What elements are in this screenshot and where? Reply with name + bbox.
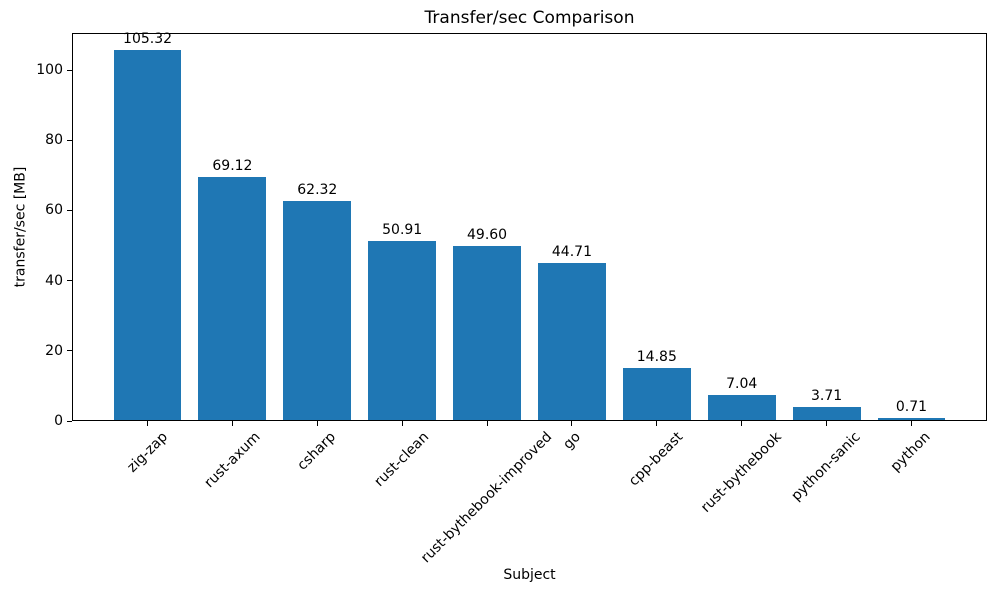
x-tick-label: rust-clean — [371, 429, 433, 490]
y-tick-label: 60 — [45, 202, 63, 219]
bar-value-label: 14.85 — [636, 348, 677, 365]
bar-python-sanic — [792, 406, 861, 420]
x-tick-mark — [741, 421, 743, 426]
x-tick-mark — [571, 421, 573, 426]
y-tick-label: 0 — [54, 413, 63, 429]
y-tick-label: 40 — [45, 272, 63, 289]
bar-value-label: 50.91 — [382, 222, 423, 239]
bar-value-label: 0.71 — [895, 398, 928, 415]
x-tick-label: rust-bythebook-improved — [418, 429, 556, 567]
y-tick-mark — [67, 69, 72, 71]
x-tick-mark — [316, 421, 318, 426]
x-tick-label: csharp — [294, 429, 340, 474]
x-tick-label: go — [559, 429, 584, 453]
bar-value-label: 105.32 — [123, 31, 173, 48]
x-tick-mark — [910, 421, 912, 426]
chart-title: Transfer/sec Comparison — [424, 8, 635, 28]
x-tick-label: zig-zap — [123, 429, 171, 476]
y-axis-label: transfer/sec [MB] — [12, 166, 29, 288]
bar-rust-bythebook-improved — [453, 245, 521, 420]
bar-rust-clean — [368, 241, 437, 420]
x-tick-mark — [147, 421, 149, 426]
x-tick-label: rust-axum — [201, 429, 264, 492]
y-tick-mark — [67, 350, 72, 352]
x-tick-mark — [401, 421, 403, 426]
x-tick-label: python-sanic — [788, 429, 864, 505]
y-tick-label: 100 — [36, 62, 63, 79]
bar-go — [537, 263, 606, 420]
bar-value-label: 44.71 — [551, 244, 592, 261]
x-tick-label: rust-bythebook — [697, 429, 785, 516]
bar-python — [877, 417, 946, 420]
x-tick-label: cpp-beast — [626, 429, 687, 490]
bar-rust-axum — [198, 177, 267, 420]
x-axis-label: Subject — [503, 567, 556, 583]
y-tick-label: 20 — [45, 342, 63, 359]
x-tick-mark — [656, 421, 658, 426]
x-tick-label: python — [888, 429, 935, 475]
y-tick-mark — [67, 209, 72, 211]
bar-csharp — [283, 201, 352, 420]
bar-zig-zap — [113, 50, 182, 420]
bar-cpp-beast — [622, 367, 691, 420]
x-tick-mark — [486, 421, 488, 426]
y-tick-mark — [67, 280, 72, 282]
bar-rust-bythebook — [707, 395, 776, 420]
y-tick-mark — [67, 420, 72, 422]
bar-value-label: 69.12 — [212, 158, 253, 175]
x-tick-mark — [231, 421, 233, 426]
y-tick-label: 80 — [45, 132, 63, 149]
bar-value-label: 3.71 — [810, 387, 843, 404]
bar-value-label: 62.32 — [297, 182, 338, 199]
y-tick-mark — [67, 139, 72, 141]
bar-value-label: 49.60 — [467, 226, 508, 243]
x-tick-mark — [826, 421, 828, 426]
bar-value-label: 7.04 — [726, 376, 758, 393]
